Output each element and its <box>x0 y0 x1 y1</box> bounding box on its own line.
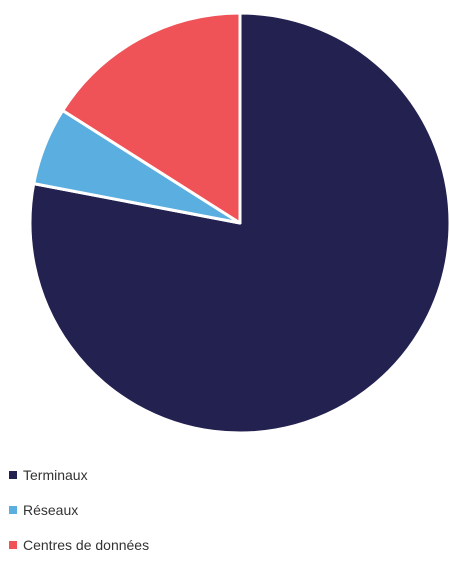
legend-swatch-terminaux <box>9 471 17 479</box>
legend-label-centres-de-donnees: Centres de données <box>23 537 150 553</box>
pie-plot <box>28 11 449 435</box>
legend-swatch-centres-de-donnees <box>9 541 17 549</box>
legend-label-terminaux: Terminaux <box>23 467 88 483</box>
legend: Terminaux Réseaux Centres de données <box>9 466 149 571</box>
legend-item-reseaux: Réseaux <box>9 501 149 519</box>
legend-item-centres-de-donnees: Centres de données <box>9 536 149 554</box>
pie-slices <box>28 11 449 435</box>
legend-item-terminaux: Terminaux <box>9 466 149 484</box>
legend-label-reseaux: Réseaux <box>23 502 79 518</box>
pie-slice-centres-de-donnees <box>61 11 242 225</box>
legend-swatch-reseaux <box>9 506 17 514</box>
